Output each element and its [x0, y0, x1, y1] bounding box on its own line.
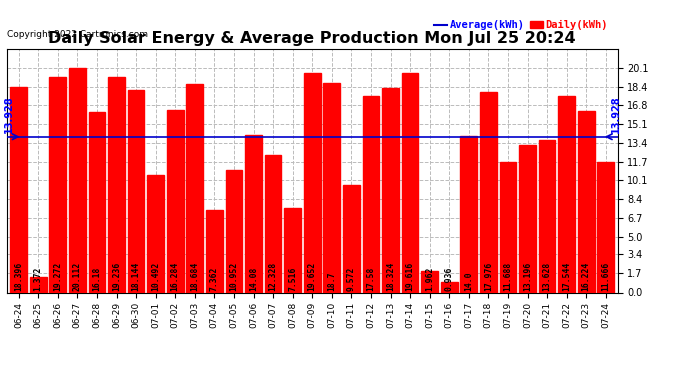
- Text: 13.928: 13.928: [611, 96, 620, 134]
- Text: 19.652: 19.652: [308, 262, 317, 291]
- Bar: [422, 271, 438, 292]
- Title: Daily Solar Energy & Average Production Mon Jul 25 20:24: Daily Solar Energy & Average Production …: [48, 31, 576, 46]
- Text: Copyright 2022 Cartronics.com: Copyright 2022 Cartronics.com: [7, 30, 148, 39]
- Bar: [578, 111, 595, 292]
- Text: 19.616: 19.616: [406, 262, 415, 291]
- Text: 20.112: 20.112: [73, 262, 82, 291]
- Bar: [206, 210, 223, 292]
- Bar: [500, 162, 516, 292]
- Text: 16.284: 16.284: [170, 262, 179, 291]
- Text: 18.7: 18.7: [327, 272, 336, 291]
- Text: 13.196: 13.196: [523, 262, 532, 291]
- Text: 18.396: 18.396: [14, 262, 23, 291]
- Bar: [88, 112, 106, 292]
- Text: 7.362: 7.362: [210, 267, 219, 291]
- Bar: [226, 170, 242, 292]
- Text: 17.544: 17.544: [562, 262, 571, 291]
- Text: 11.688: 11.688: [504, 262, 513, 291]
- Bar: [108, 77, 125, 292]
- Bar: [304, 73, 321, 292]
- Bar: [382, 88, 399, 292]
- Bar: [598, 162, 614, 292]
- Bar: [539, 140, 555, 292]
- Text: 10.492: 10.492: [151, 262, 160, 291]
- Bar: [30, 277, 46, 292]
- Bar: [402, 73, 418, 292]
- Bar: [558, 96, 575, 292]
- Bar: [128, 90, 144, 292]
- Bar: [343, 186, 359, 292]
- Bar: [519, 145, 536, 292]
- Bar: [245, 135, 262, 292]
- Text: 18.684: 18.684: [190, 262, 199, 291]
- Bar: [167, 110, 184, 292]
- Text: 11.666: 11.666: [601, 262, 611, 291]
- Bar: [148, 175, 164, 292]
- Text: 14.08: 14.08: [249, 267, 258, 291]
- Text: 1.962: 1.962: [425, 267, 434, 291]
- Bar: [324, 83, 340, 292]
- Bar: [460, 136, 477, 292]
- Legend: Average(kWh), Daily(kWh): Average(kWh), Daily(kWh): [430, 16, 612, 34]
- Bar: [480, 92, 497, 292]
- Text: 17.976: 17.976: [484, 262, 493, 291]
- Bar: [265, 154, 282, 292]
- Text: 19.236: 19.236: [112, 262, 121, 291]
- Text: 1.372: 1.372: [34, 267, 43, 291]
- Bar: [441, 282, 457, 292]
- Text: 19.272: 19.272: [53, 262, 62, 291]
- Text: 13.628: 13.628: [542, 262, 551, 291]
- Text: 16.224: 16.224: [582, 262, 591, 291]
- Text: 14.0: 14.0: [464, 272, 473, 291]
- Bar: [50, 77, 66, 292]
- Bar: [186, 84, 203, 292]
- Text: 17.58: 17.58: [366, 267, 375, 291]
- Text: 12.328: 12.328: [268, 262, 277, 291]
- Bar: [284, 209, 301, 292]
- Bar: [363, 96, 380, 292]
- Text: 16.18: 16.18: [92, 267, 101, 291]
- Text: 10.952: 10.952: [230, 262, 239, 291]
- Text: 0.936: 0.936: [445, 267, 454, 291]
- Text: 13.928: 13.928: [4, 96, 14, 134]
- Text: 7.516: 7.516: [288, 267, 297, 291]
- Text: 18.324: 18.324: [386, 262, 395, 291]
- Text: 18.144: 18.144: [132, 262, 141, 291]
- Bar: [69, 68, 86, 292]
- Text: 9.572: 9.572: [347, 267, 356, 291]
- Bar: [10, 87, 27, 292]
